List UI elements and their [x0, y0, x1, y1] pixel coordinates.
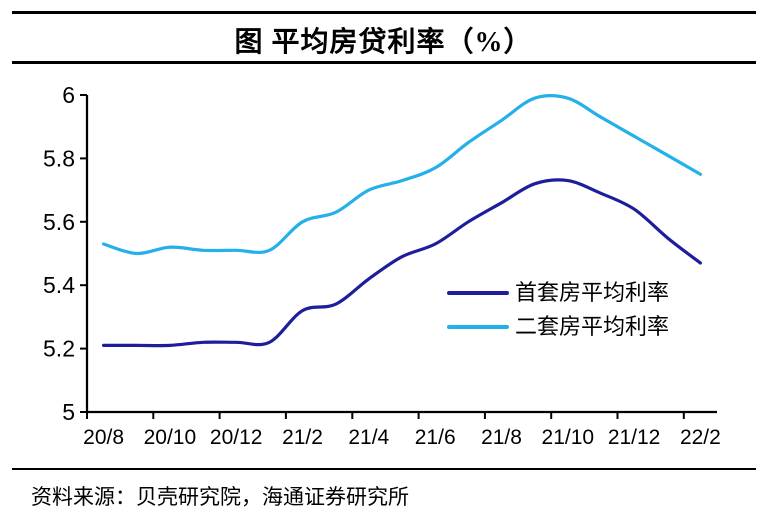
source-text: 资料来源：贝壳研究院，海通证券研究所 — [31, 485, 409, 509]
figure-title: 图 平均房贷利率（%） — [234, 27, 533, 58]
y-tick-label: 5.6 — [43, 209, 75, 235]
legend-item-first-home: 首套房平均利率 — [447, 282, 669, 304]
x-tick-label: 21/4 — [348, 426, 389, 449]
y-tick-label: 5.2 — [43, 336, 75, 362]
axis-lines — [85, 95, 717, 414]
second-home-legend-label: 二套房平均利率 — [515, 314, 670, 339]
top-rule — [12, 11, 756, 14]
y-tick-label: 6 — [62, 82, 75, 108]
x-tick-label: 21/6 — [415, 426, 456, 449]
y-tick-label: 5.4 — [43, 272, 75, 298]
x-tick-label: 21/12 — [608, 426, 661, 449]
x-tick-label: 21/8 — [481, 426, 522, 449]
y-tick-label: 5 — [62, 399, 75, 425]
source-top-rule — [12, 468, 756, 470]
x-tick-label: 20/12 — [210, 426, 263, 449]
first-home-line-swatch-icon — [447, 291, 509, 295]
x-tick-label: 21/2 — [282, 426, 323, 449]
y-tick-label: 5.8 — [43, 145, 75, 171]
x-tick-label: 22/2 — [680, 426, 721, 449]
x-tick-label: 20/10 — [144, 426, 197, 449]
title-bottom-rule — [12, 61, 756, 64]
x-tick-label: 20/8 — [83, 426, 124, 449]
second-home-rate-line — [102, 94, 702, 256]
x-tick-label: 21/10 — [542, 426, 595, 449]
legend: 首套房平均利率 二套房平均利率 — [447, 282, 669, 338]
second-home-line-swatch-icon — [447, 325, 509, 329]
first-home-legend-label: 首套房平均利率 — [515, 280, 670, 305]
first-home-rate-line — [102, 178, 702, 348]
legend-item-second-home: 二套房平均利率 — [447, 316, 669, 338]
